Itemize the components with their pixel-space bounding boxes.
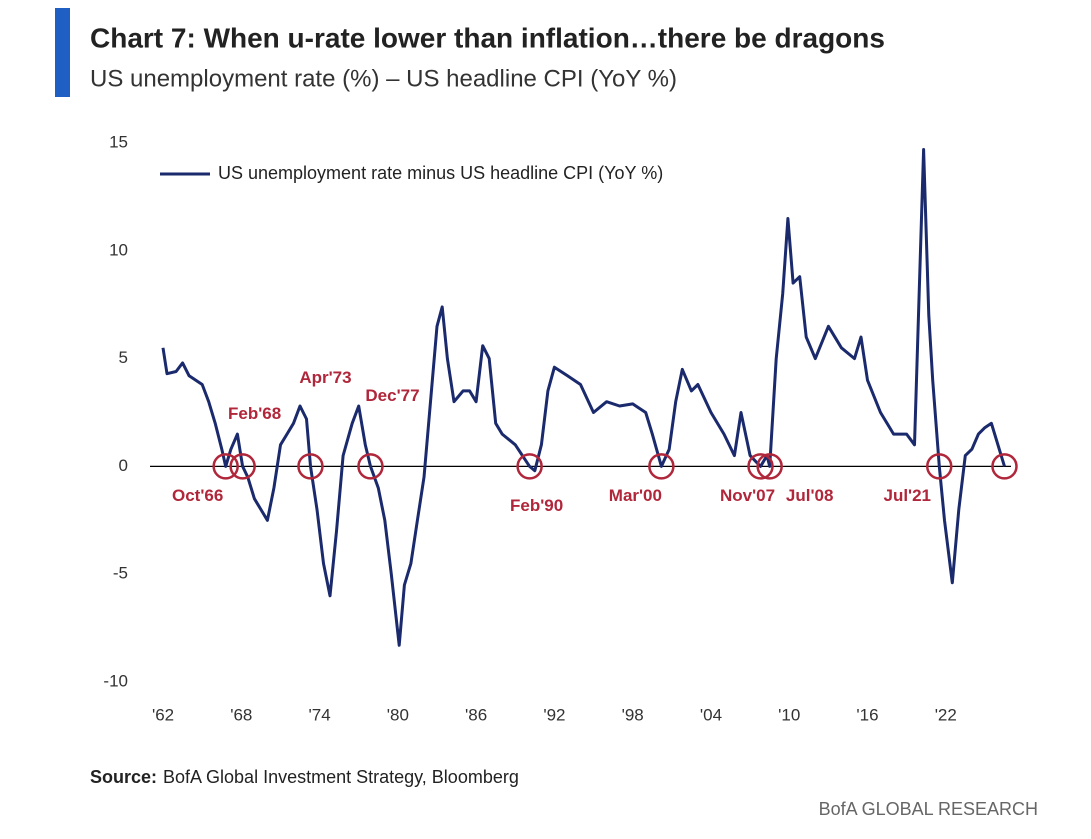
annotation-circle (747, 453, 774, 480)
brand: BofA GLOBAL RESEARCH (819, 799, 1038, 819)
x-tick-label: '92 (543, 705, 565, 724)
x-tick-label: '04 (700, 705, 722, 724)
chart-title: Chart 7: When u-rate lower than inflatio… (90, 22, 885, 53)
x-tick-label: '68 (230, 705, 252, 724)
annotation-label: Feb'68 (228, 404, 281, 423)
annotation-circle (357, 453, 384, 480)
annotation-label: Jul'21 (883, 486, 931, 505)
annotation-circle (229, 453, 256, 480)
annotation-label: Feb'90 (510, 496, 563, 515)
data-line (161, 148, 1006, 647)
annotation-circle (648, 453, 675, 480)
annotation-label: Dec'77 (365, 386, 419, 405)
y-tick-label: 10 (109, 240, 128, 259)
annotation-label: Jul'08 (786, 486, 834, 505)
annotation-circle (212, 453, 239, 480)
annotation-circle (516, 453, 543, 480)
chart-subtitle: US unemployment rate (%) – US headline C… (90, 65, 677, 92)
x-tick-label: '22 (935, 705, 957, 724)
y-tick-label: -5 (113, 564, 128, 583)
x-tick-label: '62 (152, 705, 174, 724)
x-tick-label: '86 (465, 705, 487, 724)
annotation-label: Mar'00 (609, 486, 662, 505)
y-tick-label: 15 (109, 132, 128, 151)
x-tick-label: '74 (309, 705, 331, 724)
y-tick-label: 0 (119, 456, 128, 475)
annotation-circle (926, 453, 953, 480)
title-bar (55, 8, 70, 97)
x-tick-label: '80 (387, 705, 409, 724)
annotation-circle (756, 453, 783, 480)
annotation-circle (991, 453, 1018, 480)
annotation-label: Oct'66 (172, 486, 223, 505)
x-tick-label: '16 (856, 705, 878, 724)
source: BofA Global Investment Strategy, Bloombe… (163, 767, 519, 787)
y-tick-label: 5 (119, 348, 128, 367)
legend-label: US unemployment rate minus US headline C… (218, 163, 663, 183)
y-tick-label: -10 (103, 671, 128, 690)
annotation-circle (297, 453, 324, 480)
source-label: Source: (90, 767, 157, 787)
annotation-label: Nov'07 (720, 486, 775, 505)
x-tick-label: '10 (778, 705, 800, 724)
x-tick-label: '98 (622, 705, 644, 724)
annotation-label: Apr'73 (299, 368, 351, 387)
